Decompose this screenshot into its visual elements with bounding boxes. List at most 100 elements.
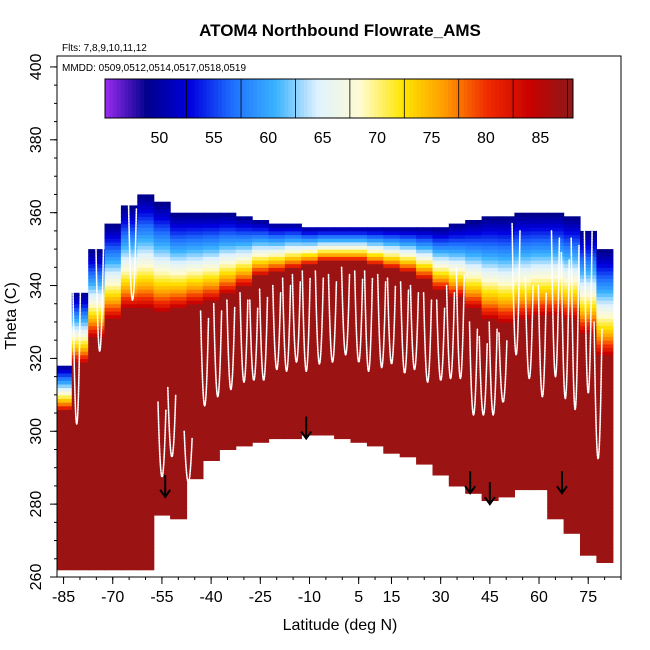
field-cell (481, 271, 499, 276)
field-cell (432, 391, 450, 396)
field-cell (481, 420, 499, 425)
field-cell (334, 343, 352, 348)
field-cell (383, 278, 401, 283)
field-cell (137, 263, 155, 268)
field-cell (399, 285, 417, 290)
field-cell (399, 376, 417, 381)
field-cell (252, 234, 270, 239)
field-cell (596, 489, 614, 494)
field-cell (57, 475, 73, 480)
field-cell (334, 365, 352, 370)
field-cell (350, 314, 368, 319)
field-cell (88, 347, 106, 352)
field-cell (366, 245, 384, 250)
field-cell (120, 267, 138, 272)
field-cell (104, 241, 122, 246)
field-cell (465, 289, 483, 294)
field-cell (334, 263, 352, 268)
field-cell (153, 500, 171, 505)
field-cell (104, 453, 122, 458)
field-cell (596, 263, 614, 268)
field-cell (563, 478, 581, 483)
field-cell (186, 289, 204, 294)
field-cell (514, 303, 532, 308)
field-cell (563, 515, 581, 520)
field-cell (465, 245, 483, 250)
field-cell (563, 467, 581, 472)
colorbar-swatch (144, 79, 149, 118)
field-cell (580, 394, 597, 399)
field-cell (580, 303, 597, 308)
field-cell (88, 489, 106, 494)
field-cell (137, 475, 155, 480)
field-cell (301, 260, 319, 265)
field-cell (57, 540, 73, 545)
field-cell (137, 427, 155, 432)
field-cell (448, 380, 466, 385)
field-cell (202, 223, 220, 228)
field-cell (120, 493, 138, 498)
field-cell (137, 325, 155, 330)
field-cell (399, 369, 417, 374)
field-cell (416, 383, 434, 389)
y-tick-label: 340 (28, 272, 45, 299)
field-cell (334, 369, 352, 374)
field-cell (530, 376, 548, 381)
field-cell (252, 373, 270, 378)
colorbar-swatch (389, 79, 395, 118)
trajectory-markers (159, 416, 568, 506)
field-cell (317, 230, 335, 236)
field-cell (137, 376, 155, 381)
field-cell (366, 394, 384, 399)
field-cell (284, 340, 302, 345)
field-cell (481, 238, 499, 243)
field-cell (186, 230, 204, 236)
field-cell (137, 285, 155, 290)
field-cell (334, 409, 352, 414)
field-cell (186, 358, 204, 363)
field-cell (235, 267, 253, 272)
field-cell (170, 249, 188, 254)
field-cell (530, 230, 548, 236)
field-cell (498, 296, 515, 301)
field-cell (120, 325, 138, 330)
field-cell (465, 332, 483, 338)
field-cell (104, 456, 122, 461)
field-cell (137, 438, 155, 443)
field-cell (235, 241, 253, 246)
field-cell (137, 540, 155, 545)
field-cell (563, 373, 581, 378)
field-cell (268, 329, 286, 334)
colorbar-swatch (534, 79, 539, 118)
colorbar-swatch (105, 79, 110, 118)
field-cell (514, 223, 532, 228)
field-cell (120, 507, 138, 512)
field-cell (137, 558, 155, 563)
field-cell (170, 380, 188, 385)
field-cell (596, 416, 614, 421)
field-cell (498, 252, 515, 257)
field-cell (481, 387, 499, 392)
colorbar-swatch (237, 79, 242, 118)
field-cell (334, 227, 352, 232)
x-tick-label: -10 (298, 589, 321, 606)
field-cell (88, 511, 106, 516)
field-cell (481, 223, 499, 228)
field-cell (563, 249, 581, 254)
field-cell (383, 318, 401, 323)
field-cell (202, 263, 220, 268)
field-cell (514, 464, 532, 469)
colorbar-swatch (381, 79, 387, 118)
field-cell (120, 380, 138, 385)
field-cell (202, 373, 220, 378)
field-cell (350, 289, 368, 294)
field-cell (137, 485, 155, 491)
field-cell (317, 351, 335, 356)
field-cell (481, 431, 499, 436)
field-cell (137, 449, 155, 454)
field-cell (498, 220, 515, 225)
field-cell (317, 249, 335, 254)
field-cell (514, 475, 532, 480)
field-cell (170, 267, 188, 272)
field-cell (186, 216, 204, 221)
